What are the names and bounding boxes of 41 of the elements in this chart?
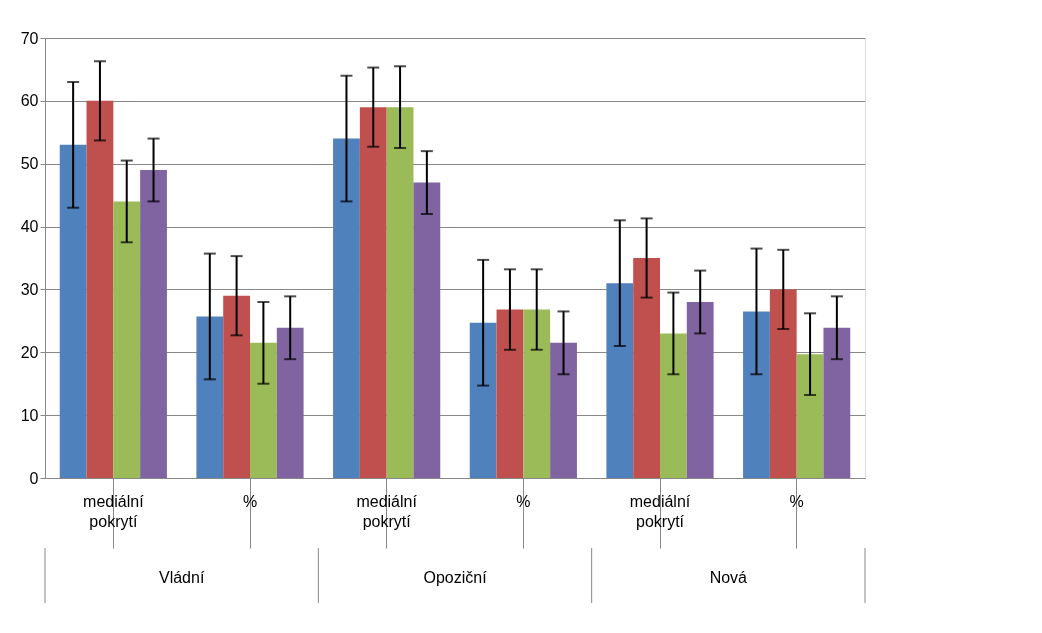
bar [769, 289, 797, 478]
bar [223, 295, 250, 478]
x-tick-label: % [516, 492, 531, 510]
x-tick-label: % [242, 492, 258, 510]
text: Opoziční [423, 569, 488, 586]
y-tick-label: 40 [20, 218, 39, 236]
bar [359, 107, 387, 478]
text: Nová [709, 569, 748, 586]
bar [606, 283, 634, 478]
bar [386, 107, 414, 478]
bar [86, 100, 114, 478]
bar [469, 322, 497, 478]
x-tick-label: % [789, 492, 804, 510]
y-tick-label: 30 [20, 280, 39, 298]
bar [796, 354, 824, 478]
y-tick-label: 0 [29, 469, 39, 487]
bar [660, 333, 687, 478]
y-tick-label: 50 [20, 155, 39, 173]
bar [113, 201, 141, 478]
bar [686, 302, 714, 478]
y-tick-label: 20 [20, 343, 39, 361]
x-tick-label: mediální pokrytí [629, 492, 691, 530]
y-tick-label: 60 [20, 92, 39, 110]
y-tick-label: 70 [20, 29, 39, 47]
y-tick-label: 10 [20, 406, 39, 424]
bar [276, 327, 304, 478]
bar [413, 182, 441, 478]
bar [140, 170, 167, 478]
bar [743, 311, 770, 478]
bar [523, 309, 551, 478]
bar [550, 342, 577, 478]
bar [496, 309, 524, 478]
bar [59, 144, 87, 478]
text: Vládní [158, 569, 205, 586]
bar [333, 138, 360, 478]
x-tick-label: mediální pokrytí [356, 492, 418, 530]
bar [250, 342, 277, 478]
bar [196, 316, 224, 478]
x-tick-label: mediální pokrytí [83, 492, 145, 530]
bar [823, 327, 851, 478]
bar [633, 258, 660, 478]
